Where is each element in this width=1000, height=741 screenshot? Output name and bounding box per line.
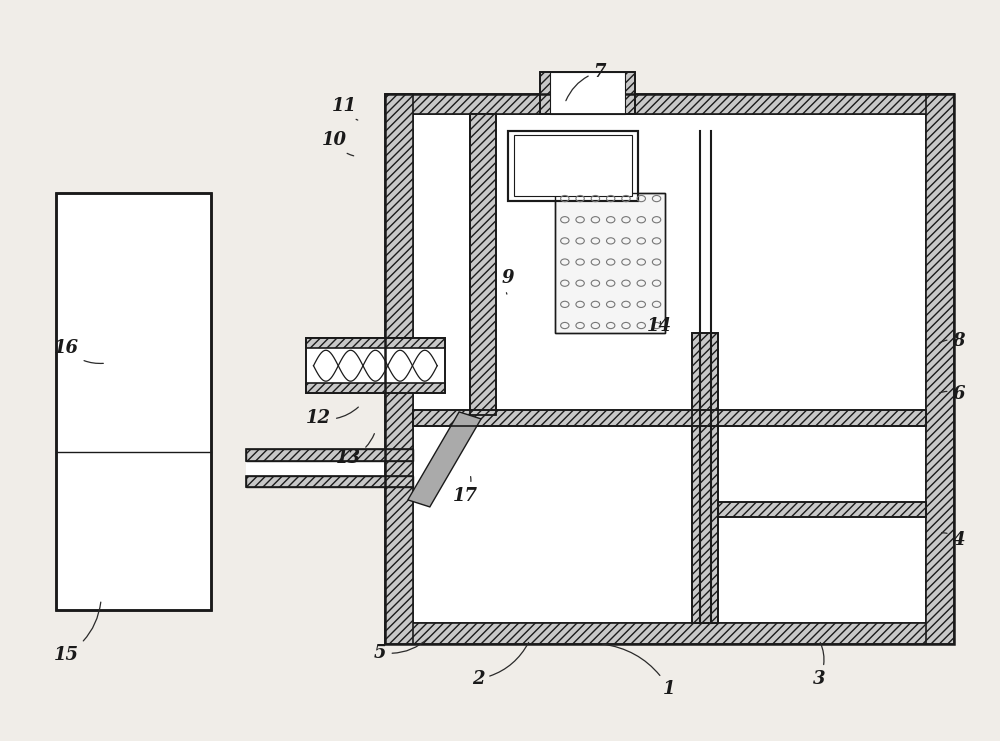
Bar	[508, 130, 638, 201]
Text: 5: 5	[374, 638, 428, 662]
Bar	[540, 72, 635, 114]
Bar	[692, 333, 718, 623]
Bar	[385, 93, 954, 114]
Polygon shape	[408, 412, 481, 507]
Text: 15: 15	[54, 602, 101, 664]
Bar	[56, 193, 211, 611]
Text: 17: 17	[453, 476, 478, 505]
Bar	[246, 461, 413, 476]
Bar	[385, 93, 954, 644]
Text: 14: 14	[647, 317, 672, 335]
Bar	[56, 193, 211, 611]
Bar	[470, 114, 496, 416]
Bar	[306, 383, 445, 393]
Bar	[306, 338, 445, 393]
Text: 6: 6	[939, 385, 965, 403]
Text: 16: 16	[54, 339, 103, 363]
Bar	[413, 411, 926, 426]
Bar	[550, 72, 625, 114]
Bar	[508, 130, 638, 201]
Bar	[555, 193, 665, 333]
Text: 10: 10	[322, 131, 354, 156]
Bar	[306, 338, 445, 393]
Text: 7: 7	[566, 62, 606, 101]
Bar	[385, 623, 954, 644]
Bar	[718, 502, 926, 517]
Bar	[413, 114, 926, 623]
Text: 4: 4	[942, 531, 965, 549]
Bar	[540, 72, 635, 114]
Bar	[926, 93, 954, 644]
Bar	[514, 135, 632, 196]
Bar	[385, 93, 413, 644]
Bar	[246, 449, 413, 461]
Bar	[413, 411, 926, 426]
Bar	[246, 449, 413, 461]
Text: 1: 1	[602, 644, 676, 699]
Bar	[718, 502, 926, 517]
Text: 12: 12	[306, 407, 358, 428]
Bar	[306, 338, 445, 348]
Bar	[246, 476, 413, 488]
Bar	[413, 426, 926, 623]
Text: 2: 2	[472, 642, 529, 688]
Bar	[470, 114, 496, 416]
Text: 8: 8	[939, 332, 965, 350]
Text: 3: 3	[813, 642, 825, 688]
Bar	[246, 476, 413, 488]
Bar	[555, 193, 665, 333]
Text: 9: 9	[502, 269, 514, 294]
Bar	[413, 114, 470, 416]
Bar	[692, 333, 718, 623]
Text: 11: 11	[332, 97, 358, 120]
Text: 13: 13	[336, 433, 374, 467]
